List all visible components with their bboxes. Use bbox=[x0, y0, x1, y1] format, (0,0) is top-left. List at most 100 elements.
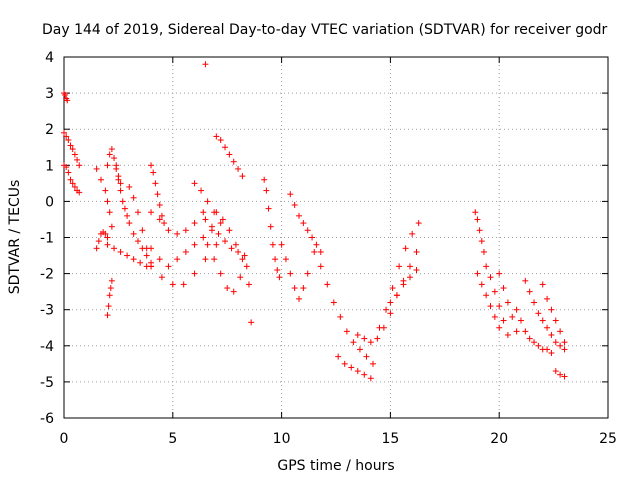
data-point bbox=[557, 342, 564, 349]
data-point bbox=[522, 277, 529, 284]
data-point bbox=[198, 187, 205, 194]
data-point bbox=[191, 270, 198, 277]
data-point bbox=[487, 303, 494, 310]
data-point bbox=[557, 328, 564, 335]
data-point bbox=[108, 223, 115, 230]
data-point bbox=[267, 223, 274, 230]
data-point bbox=[61, 129, 67, 136]
data-point bbox=[478, 281, 485, 288]
y-tick-label: -5 bbox=[40, 375, 54, 391]
data-point bbox=[393, 292, 400, 299]
data-point bbox=[387, 299, 394, 306]
axis-ticks: 0 5 10 15 20 25 -6 -5 -4 -3 -2 -1 0 1 2 3 4 bbox=[40, 50, 617, 447]
series-sat-c bbox=[61, 129, 83, 169]
y-tick-label: -6 bbox=[40, 411, 54, 427]
data-point bbox=[539, 281, 546, 288]
y-tick-label: -3 bbox=[40, 303, 54, 319]
data-point bbox=[64, 97, 71, 104]
data-point bbox=[130, 256, 137, 263]
data-point bbox=[376, 324, 383, 331]
series-sat-i bbox=[104, 241, 150, 270]
data-point bbox=[104, 234, 111, 241]
data-point bbox=[237, 274, 244, 281]
data-point bbox=[496, 303, 503, 310]
data-point bbox=[313, 241, 320, 248]
data-point bbox=[156, 216, 163, 223]
chart-title: Day 144 of 2019, Sidereal Day-to-day VTE… bbox=[42, 22, 608, 38]
series-sat-f bbox=[104, 277, 115, 319]
series-sat-k bbox=[148, 162, 168, 227]
x-axis-label: GPS time / hours bbox=[277, 458, 394, 474]
data-point bbox=[224, 285, 231, 292]
series-sat-g bbox=[104, 146, 124, 187]
data-point bbox=[204, 198, 211, 205]
data-point bbox=[130, 230, 137, 237]
data-point bbox=[287, 191, 294, 198]
data-point bbox=[230, 288, 237, 295]
data-point bbox=[95, 238, 102, 245]
data-point bbox=[548, 331, 555, 338]
series-sat-z bbox=[311, 248, 376, 367]
x-tick-label: 25 bbox=[599, 431, 617, 447]
data-point bbox=[245, 281, 252, 288]
data-point bbox=[148, 245, 155, 252]
data-point bbox=[161, 220, 168, 227]
data-point bbox=[208, 223, 215, 230]
data-point bbox=[282, 256, 289, 263]
data-point bbox=[226, 151, 233, 158]
data-point bbox=[148, 263, 155, 270]
y-tick-label: 4 bbox=[45, 50, 54, 66]
data-point bbox=[383, 306, 390, 313]
data-point bbox=[535, 342, 542, 349]
series-sat-aj bbox=[522, 277, 568, 353]
data-point bbox=[287, 270, 294, 277]
data-point bbox=[76, 162, 83, 169]
data-point bbox=[105, 303, 112, 310]
data-point bbox=[561, 346, 568, 353]
series-sat-x bbox=[278, 241, 311, 302]
data-point bbox=[531, 299, 538, 306]
data-point bbox=[104, 162, 111, 169]
data-point bbox=[296, 295, 303, 302]
data-point bbox=[356, 346, 363, 353]
data-point bbox=[139, 227, 146, 234]
data-point bbox=[117, 180, 124, 187]
data-point bbox=[491, 288, 498, 295]
data-point bbox=[115, 176, 122, 183]
data-point bbox=[535, 310, 542, 317]
data-point bbox=[396, 263, 403, 270]
data-point bbox=[478, 238, 485, 245]
data-point bbox=[74, 156, 81, 163]
data-point bbox=[354, 331, 361, 338]
y-tick-label: -1 bbox=[40, 231, 54, 247]
data-point bbox=[67, 142, 74, 149]
series-sat-m bbox=[148, 227, 215, 270]
data-point bbox=[389, 285, 396, 292]
x-tick-label: 15 bbox=[381, 431, 399, 447]
data-point bbox=[191, 220, 198, 227]
data-point bbox=[156, 256, 163, 263]
data-point bbox=[215, 230, 222, 237]
series-sat-aa bbox=[335, 353, 374, 382]
data-point bbox=[248, 319, 255, 326]
data-point bbox=[367, 339, 374, 346]
data-point bbox=[526, 288, 533, 295]
data-point bbox=[269, 241, 276, 248]
series-sat-ab bbox=[354, 248, 420, 346]
data-point bbox=[374, 335, 381, 342]
data-point bbox=[222, 144, 229, 151]
data-point bbox=[472, 209, 479, 216]
data-point bbox=[232, 241, 239, 248]
data-point bbox=[108, 277, 115, 284]
series-sat-e bbox=[93, 229, 111, 252]
data-point bbox=[311, 248, 318, 255]
data-point bbox=[483, 263, 490, 270]
data-point bbox=[300, 285, 307, 292]
data-point bbox=[361, 371, 368, 378]
data-point bbox=[363, 353, 370, 360]
data-point bbox=[354, 368, 361, 375]
data-point bbox=[93, 245, 100, 252]
data-point bbox=[97, 176, 104, 183]
data-point bbox=[239, 256, 246, 263]
data-point bbox=[104, 241, 111, 248]
